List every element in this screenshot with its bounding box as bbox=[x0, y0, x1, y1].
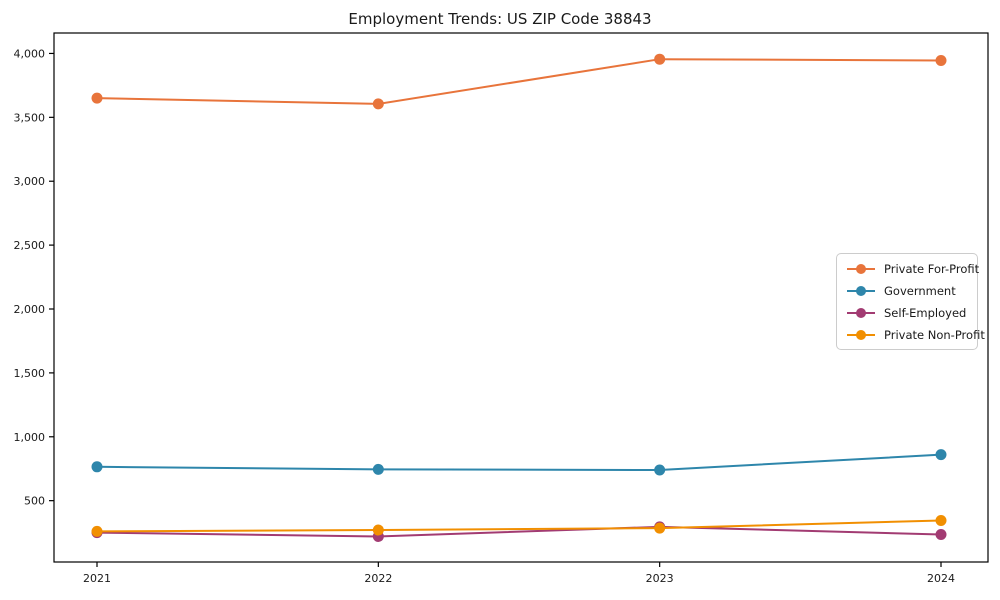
y-tick-label: 1,500 bbox=[14, 367, 46, 380]
series-line-government bbox=[96, 453, 942, 471]
chart-title: Employment Trends: US ZIP Code 38843 bbox=[348, 10, 652, 28]
x-tick-label: 2024 bbox=[927, 572, 955, 585]
legend-marker-icon bbox=[847, 307, 875, 318]
legend-marker-icon bbox=[847, 263, 875, 274]
y-tick-label: 1,000 bbox=[14, 431, 46, 444]
data-point-government bbox=[372, 463, 384, 475]
data-point-private-non-profit bbox=[91, 525, 103, 537]
data-point-private-for-profit bbox=[91, 92, 103, 104]
data-point-private-for-profit bbox=[372, 98, 384, 110]
legend-marker-icon bbox=[847, 329, 875, 340]
x-tick-label: 2021 bbox=[83, 572, 111, 585]
y-tick-label: 3,500 bbox=[14, 111, 46, 124]
series-line-private-for-profit bbox=[96, 58, 942, 105]
data-point-self-employed bbox=[935, 529, 947, 541]
data-point-government bbox=[935, 449, 947, 461]
y-tick-label: 500 bbox=[24, 495, 45, 508]
legend-label: Self-Employed bbox=[884, 305, 967, 320]
data-point-private-for-profit bbox=[935, 54, 947, 66]
data-point-private-non-profit bbox=[372, 524, 384, 536]
legend-label: Government bbox=[884, 283, 956, 298]
data-point-private-for-profit bbox=[654, 53, 666, 65]
legend-label: Private Non-Profit bbox=[884, 327, 985, 342]
data-point-private-non-profit bbox=[935, 514, 947, 526]
data-point-government bbox=[654, 464, 666, 476]
legend-item-self-employed: Self-Employed bbox=[846, 305, 967, 320]
data-point-private-non-profit bbox=[654, 522, 666, 534]
legend: Private For-Profit Government Self-Employe… bbox=[836, 253, 985, 350]
data-point-government bbox=[91, 461, 103, 473]
y-tick-label: 2,500 bbox=[14, 239, 46, 252]
legend-label: Private For-Profit bbox=[884, 261, 980, 276]
y-tick-label: 2,000 bbox=[14, 303, 46, 316]
legend-item-private-for-profit: Private For-Profit bbox=[846, 261, 979, 276]
x-tick-label: 2022 bbox=[364, 572, 392, 585]
legend-item-private-non-profit: Private Non-Profit bbox=[846, 327, 985, 342]
y-tick-label: 4,000 bbox=[14, 47, 46, 60]
series-line-private-non-profit bbox=[96, 519, 942, 533]
x-tick-label: 2023 bbox=[646, 572, 674, 585]
legend-marker-icon bbox=[847, 285, 875, 296]
series-line-self-employed bbox=[96, 525, 942, 538]
legend-item-government: Government bbox=[846, 283, 967, 298]
y-tick-label: 3,000 bbox=[14, 175, 46, 188]
plot-box bbox=[53, 32, 989, 563]
